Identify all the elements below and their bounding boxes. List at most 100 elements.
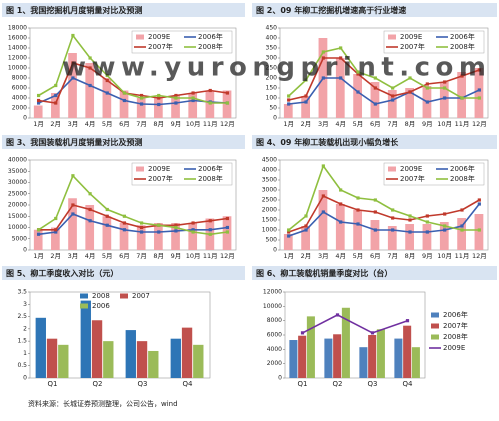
bar bbox=[353, 74, 363, 118]
y-tick-label: 450 bbox=[266, 25, 278, 32]
y-tick-label: 0 bbox=[273, 115, 277, 122]
line-marker bbox=[477, 228, 481, 232]
legend-box bbox=[383, 162, 485, 186]
bar bbox=[33, 105, 43, 118]
bar bbox=[91, 320, 103, 378]
line-marker bbox=[174, 93, 178, 98]
y-tick-label: 4000 bbox=[262, 167, 277, 174]
line-marker bbox=[54, 101, 58, 105]
x-tick-label: 7月 bbox=[136, 252, 147, 260]
x-tick-label: 10月 bbox=[186, 120, 201, 128]
line-marker bbox=[225, 230, 230, 234]
y-tick-label: 3000 bbox=[262, 187, 277, 194]
bar bbox=[102, 216, 112, 250]
bar bbox=[457, 72, 467, 118]
panel-title: 图 6、柳工装载机销量季度对比（台） bbox=[256, 268, 392, 278]
line-marker bbox=[287, 234, 291, 238]
panel-header bbox=[252, 266, 497, 280]
line bbox=[302, 314, 408, 334]
line-marker bbox=[105, 78, 109, 83]
panel-header bbox=[2, 3, 245, 17]
bar bbox=[68, 53, 77, 118]
bar bbox=[58, 344, 69, 378]
line-marker bbox=[477, 202, 481, 206]
line-marker bbox=[71, 212, 75, 216]
legend-label: 2007年 bbox=[400, 174, 425, 183]
line-marker bbox=[139, 221, 144, 225]
y-tick-label: 3500 bbox=[262, 177, 277, 184]
bar bbox=[119, 90, 129, 118]
y-tick-label: 4000 bbox=[267, 346, 282, 353]
bar bbox=[68, 198, 77, 250]
y-tick-label: 250 bbox=[266, 65, 278, 72]
bar bbox=[103, 341, 114, 378]
line-marker bbox=[191, 96, 195, 100]
line-marker bbox=[225, 216, 230, 221]
bar bbox=[33, 229, 43, 250]
line-marker bbox=[208, 101, 212, 105]
line-marker bbox=[225, 101, 230, 105]
x-tick-label: Q1 bbox=[298, 380, 308, 388]
legend-swatch bbox=[388, 166, 396, 172]
bar bbox=[359, 347, 368, 378]
x-tick-label: 12月 bbox=[472, 120, 487, 128]
line-marker bbox=[157, 230, 161, 234]
bar bbox=[422, 224, 432, 250]
y-tick-label: 500 bbox=[266, 237, 278, 244]
legend-label: 2008年 bbox=[443, 332, 468, 341]
line-marker bbox=[157, 93, 161, 98]
line-marker bbox=[36, 101, 41, 105]
line bbox=[38, 77, 228, 106]
line-marker bbox=[304, 214, 308, 218]
line-marker bbox=[373, 198, 377, 202]
bar bbox=[403, 325, 412, 378]
line-marker bbox=[191, 91, 195, 95]
x-tick-label: 11月 bbox=[455, 252, 470, 260]
line-marker bbox=[373, 210, 377, 214]
y-tick-label: 2.5 bbox=[17, 313, 27, 320]
y-tick-label: 25000 bbox=[8, 190, 27, 197]
line-marker bbox=[425, 230, 429, 234]
bar bbox=[457, 218, 467, 250]
line-marker bbox=[191, 98, 195, 103]
y-tick-label: 1500 bbox=[262, 217, 277, 224]
x-tick-label: 6月 bbox=[119, 252, 130, 260]
x-tick-label: 2月 bbox=[50, 120, 61, 128]
y-tick-label: 350 bbox=[266, 45, 278, 52]
line-marker bbox=[391, 208, 395, 212]
line-marker bbox=[208, 228, 212, 232]
line-marker bbox=[139, 225, 144, 230]
line-marker bbox=[356, 208, 360, 212]
bar bbox=[318, 190, 328, 250]
line-marker bbox=[321, 194, 325, 198]
legend-swatch bbox=[136, 166, 144, 172]
legend-label: 2009E bbox=[148, 33, 170, 41]
y-tick-label: 10000 bbox=[8, 65, 27, 72]
line-marker bbox=[157, 102, 161, 107]
line-marker bbox=[88, 83, 92, 88]
line-marker bbox=[208, 88, 212, 93]
line bbox=[288, 57, 480, 101]
line-marker bbox=[391, 228, 395, 232]
line-marker bbox=[122, 228, 127, 232]
panel-title: 图 2、09 年柳工挖掘机增速高于行业增速 bbox=[256, 5, 406, 15]
legend-label: 2006年 bbox=[198, 164, 223, 173]
y-tick-label: 0 bbox=[278, 375, 282, 382]
line bbox=[38, 174, 228, 236]
legend-label: 2008年 bbox=[198, 42, 223, 51]
x-tick-label: 3月 bbox=[68, 252, 79, 260]
y-tick-label: 100 bbox=[266, 95, 278, 102]
line-marker bbox=[54, 93, 58, 98]
legend-box bbox=[383, 30, 485, 54]
line-marker bbox=[339, 220, 343, 224]
line bbox=[288, 77, 480, 105]
line-marker bbox=[339, 188, 343, 192]
bar bbox=[136, 341, 148, 378]
x-tick-label: 4月 bbox=[85, 252, 96, 260]
y-tick-label: 2 bbox=[23, 325, 27, 332]
y-tick-label: 8000 bbox=[267, 317, 282, 324]
bar bbox=[136, 225, 146, 250]
bar bbox=[301, 226, 311, 250]
x-tick-label: 4月 bbox=[335, 252, 346, 260]
y-tick-label: 1 bbox=[23, 350, 27, 357]
